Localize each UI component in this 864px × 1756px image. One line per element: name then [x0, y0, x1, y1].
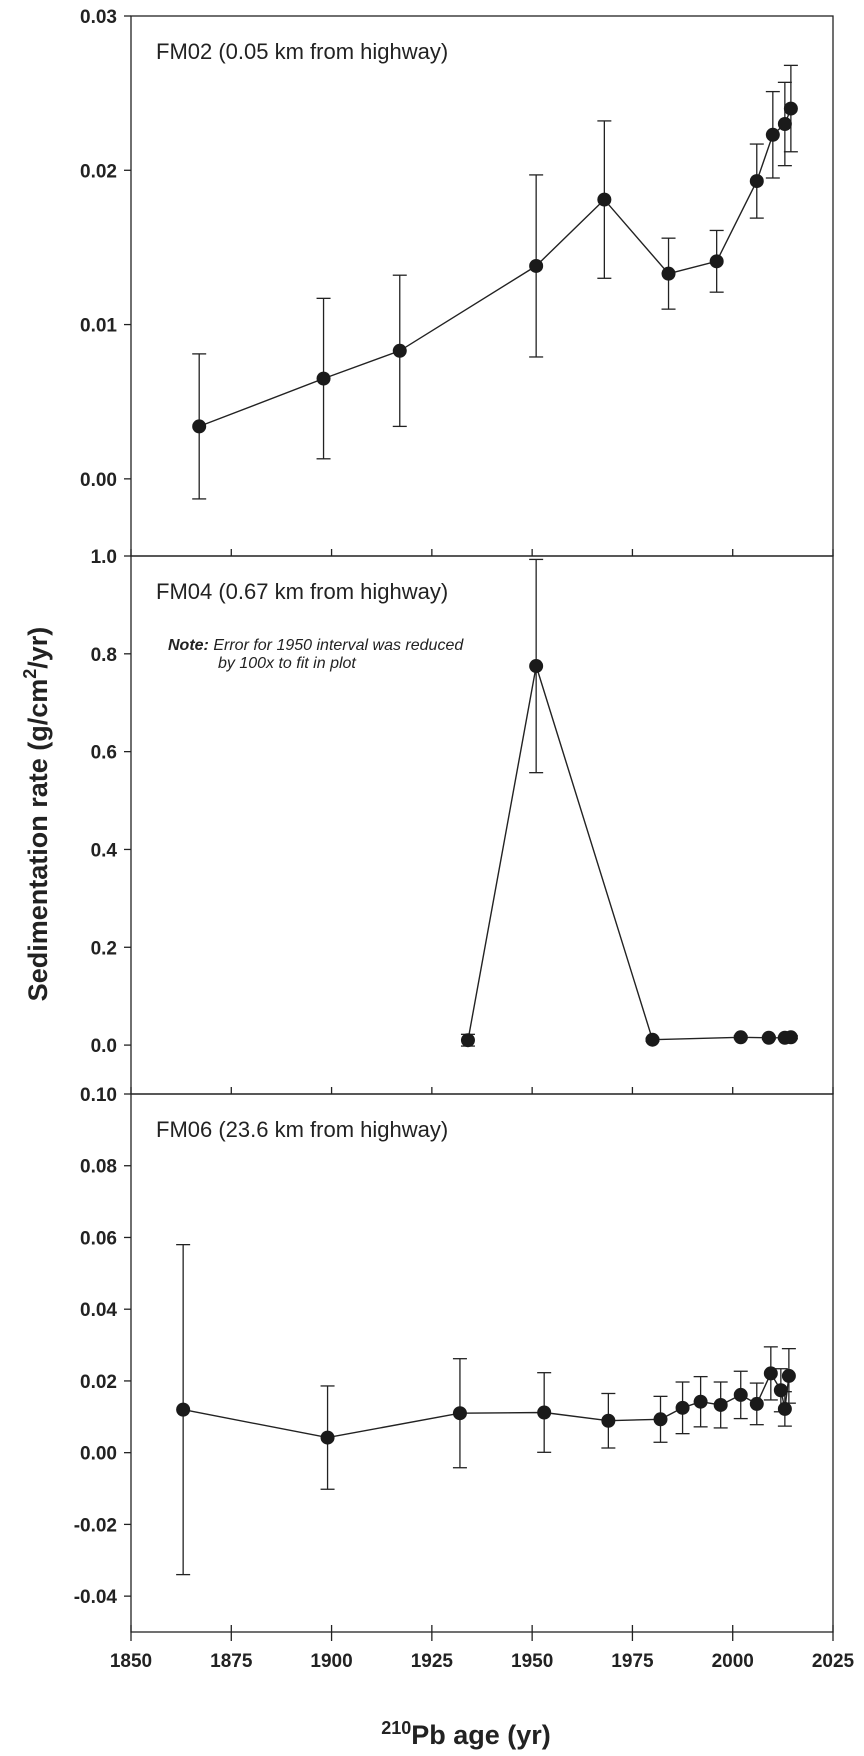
data-point: [709, 254, 724, 269]
panel-3: -0.04 -0.02 0.00 0.02 0.04 0.06 0.08 0.10 FM06 (…: [74, 1085, 834, 1633]
x-tick-label: 1900: [310, 1651, 352, 1672]
data-point: [763, 1366, 778, 1381]
x-axis-ticks: 1850 1875 1900 1925 1950 1975 2000 2025: [110, 1632, 855, 1672]
y-tick-label: 0.00: [80, 470, 117, 491]
panel-title: FM04 (0.67 km from highway): [156, 579, 448, 604]
data-point: [653, 1412, 668, 1427]
panel-note-bold: Note:: [168, 637, 209, 654]
x-tick-label: 1850: [110, 1651, 152, 1672]
data-point: [713, 1397, 728, 1412]
x-tick-label: 1925: [411, 1651, 454, 1672]
y-axis-title-end: /yr): [23, 627, 53, 669]
data-point: [733, 1030, 748, 1045]
data-point: [749, 1396, 764, 1411]
data-point: [733, 1387, 748, 1402]
data-point: [645, 1032, 660, 1047]
y-tick-label: 0.02: [80, 1372, 117, 1393]
data-point: [192, 419, 207, 434]
x-axis-title-main: Pb age (yr): [411, 1720, 551, 1750]
y-tick-label: 0.06: [80, 1228, 117, 1249]
y-axis-title-super: 2: [20, 669, 40, 679]
y-tick-label: 0.10: [80, 1085, 117, 1106]
x-axis-title: 210Pb age (yr): [381, 1718, 551, 1750]
panel-note-text: Error for 1950 interval was reduced: [209, 637, 464, 654]
y-tick-label: 0.4: [91, 840, 118, 861]
data-point: [749, 174, 764, 189]
data-point: [693, 1394, 708, 1409]
data-point: [675, 1400, 690, 1415]
data-point: [460, 1033, 475, 1048]
y-axis-title-main: Sedimentation rate (g/cm: [23, 679, 53, 1002]
data-point: [320, 1430, 335, 1445]
y-tick-label: 0.2: [91, 938, 117, 959]
panel-note-line2: by 100x to fit in plot: [218, 655, 356, 672]
y-tick-label: 1.0: [91, 547, 117, 568]
data-point: [781, 1368, 796, 1383]
panel-frame: [130, 1093, 834, 1633]
y-axis-title: Sedimentation rate (g/cm2/yr): [20, 627, 53, 1002]
y-tick-label: 0.08: [80, 1157, 117, 1178]
x-axis-title-super: 210: [381, 1718, 411, 1738]
data-point: [777, 1401, 792, 1416]
panel-title: FM06 (23.6 km from highway): [156, 1117, 448, 1142]
data-point: [452, 1406, 467, 1421]
data-point: [761, 1030, 776, 1045]
data-point: [316, 371, 331, 386]
data-point: [661, 266, 676, 281]
data-point: [765, 127, 780, 142]
data-point: [777, 117, 792, 131]
x-tick-label: 1950: [511, 1651, 553, 1672]
data-point: [597, 192, 612, 207]
data-point: [783, 1030, 798, 1045]
data-point: [529, 659, 544, 674]
data-point: [176, 1402, 191, 1417]
y-tick-label: 0.6: [91, 743, 117, 764]
series-line: [198, 108, 792, 428]
data-point: [392, 343, 407, 358]
data-point: [537, 1405, 552, 1420]
x-tick-label: 1975: [611, 1651, 654, 1672]
y-tick-label: 0.00: [80, 1444, 117, 1465]
panels: 0.00 0.01 0.02 0.03 FM02 (0.05 km from highw…: [74, 7, 834, 1633]
y-tick-label: 0.03: [80, 7, 117, 28]
y-tick-label: -0.04: [74, 1587, 118, 1608]
data-point: [601, 1413, 616, 1428]
data-point: [529, 258, 544, 273]
panel-2: 0.0 0.2 0.4 0.6 0.8 1.0 FM04 (0.67 km from hig…: [91, 547, 834, 1095]
panel-note-line1: Note: Error for 1950 interval was reduce…: [168, 637, 464, 654]
series-line: [467, 665, 791, 1041]
y-tick-label: 0.0: [91, 1036, 117, 1057]
x-tick-label: 1875: [210, 1651, 253, 1672]
data-point: [773, 1383, 788, 1398]
x-tick-label: 2000: [712, 1651, 754, 1672]
y-tick-label: 0.8: [91, 645, 117, 666]
data-point: [783, 101, 798, 116]
y-tick-label: 0.04: [80, 1300, 117, 1321]
x-tick-label: 2025: [812, 1651, 855, 1672]
y-tick-label: 0.01: [80, 316, 117, 337]
y-tick-label: -0.02: [74, 1515, 117, 1536]
panel-frame: [130, 15, 834, 557]
panel-title: FM02 (0.05 km from highway): [156, 39, 448, 64]
y-tick-label: 0.02: [80, 161, 117, 182]
panel-1: 0.00 0.01 0.02 0.03 FM02 (0.05 km from highw…: [80, 7, 834, 557]
